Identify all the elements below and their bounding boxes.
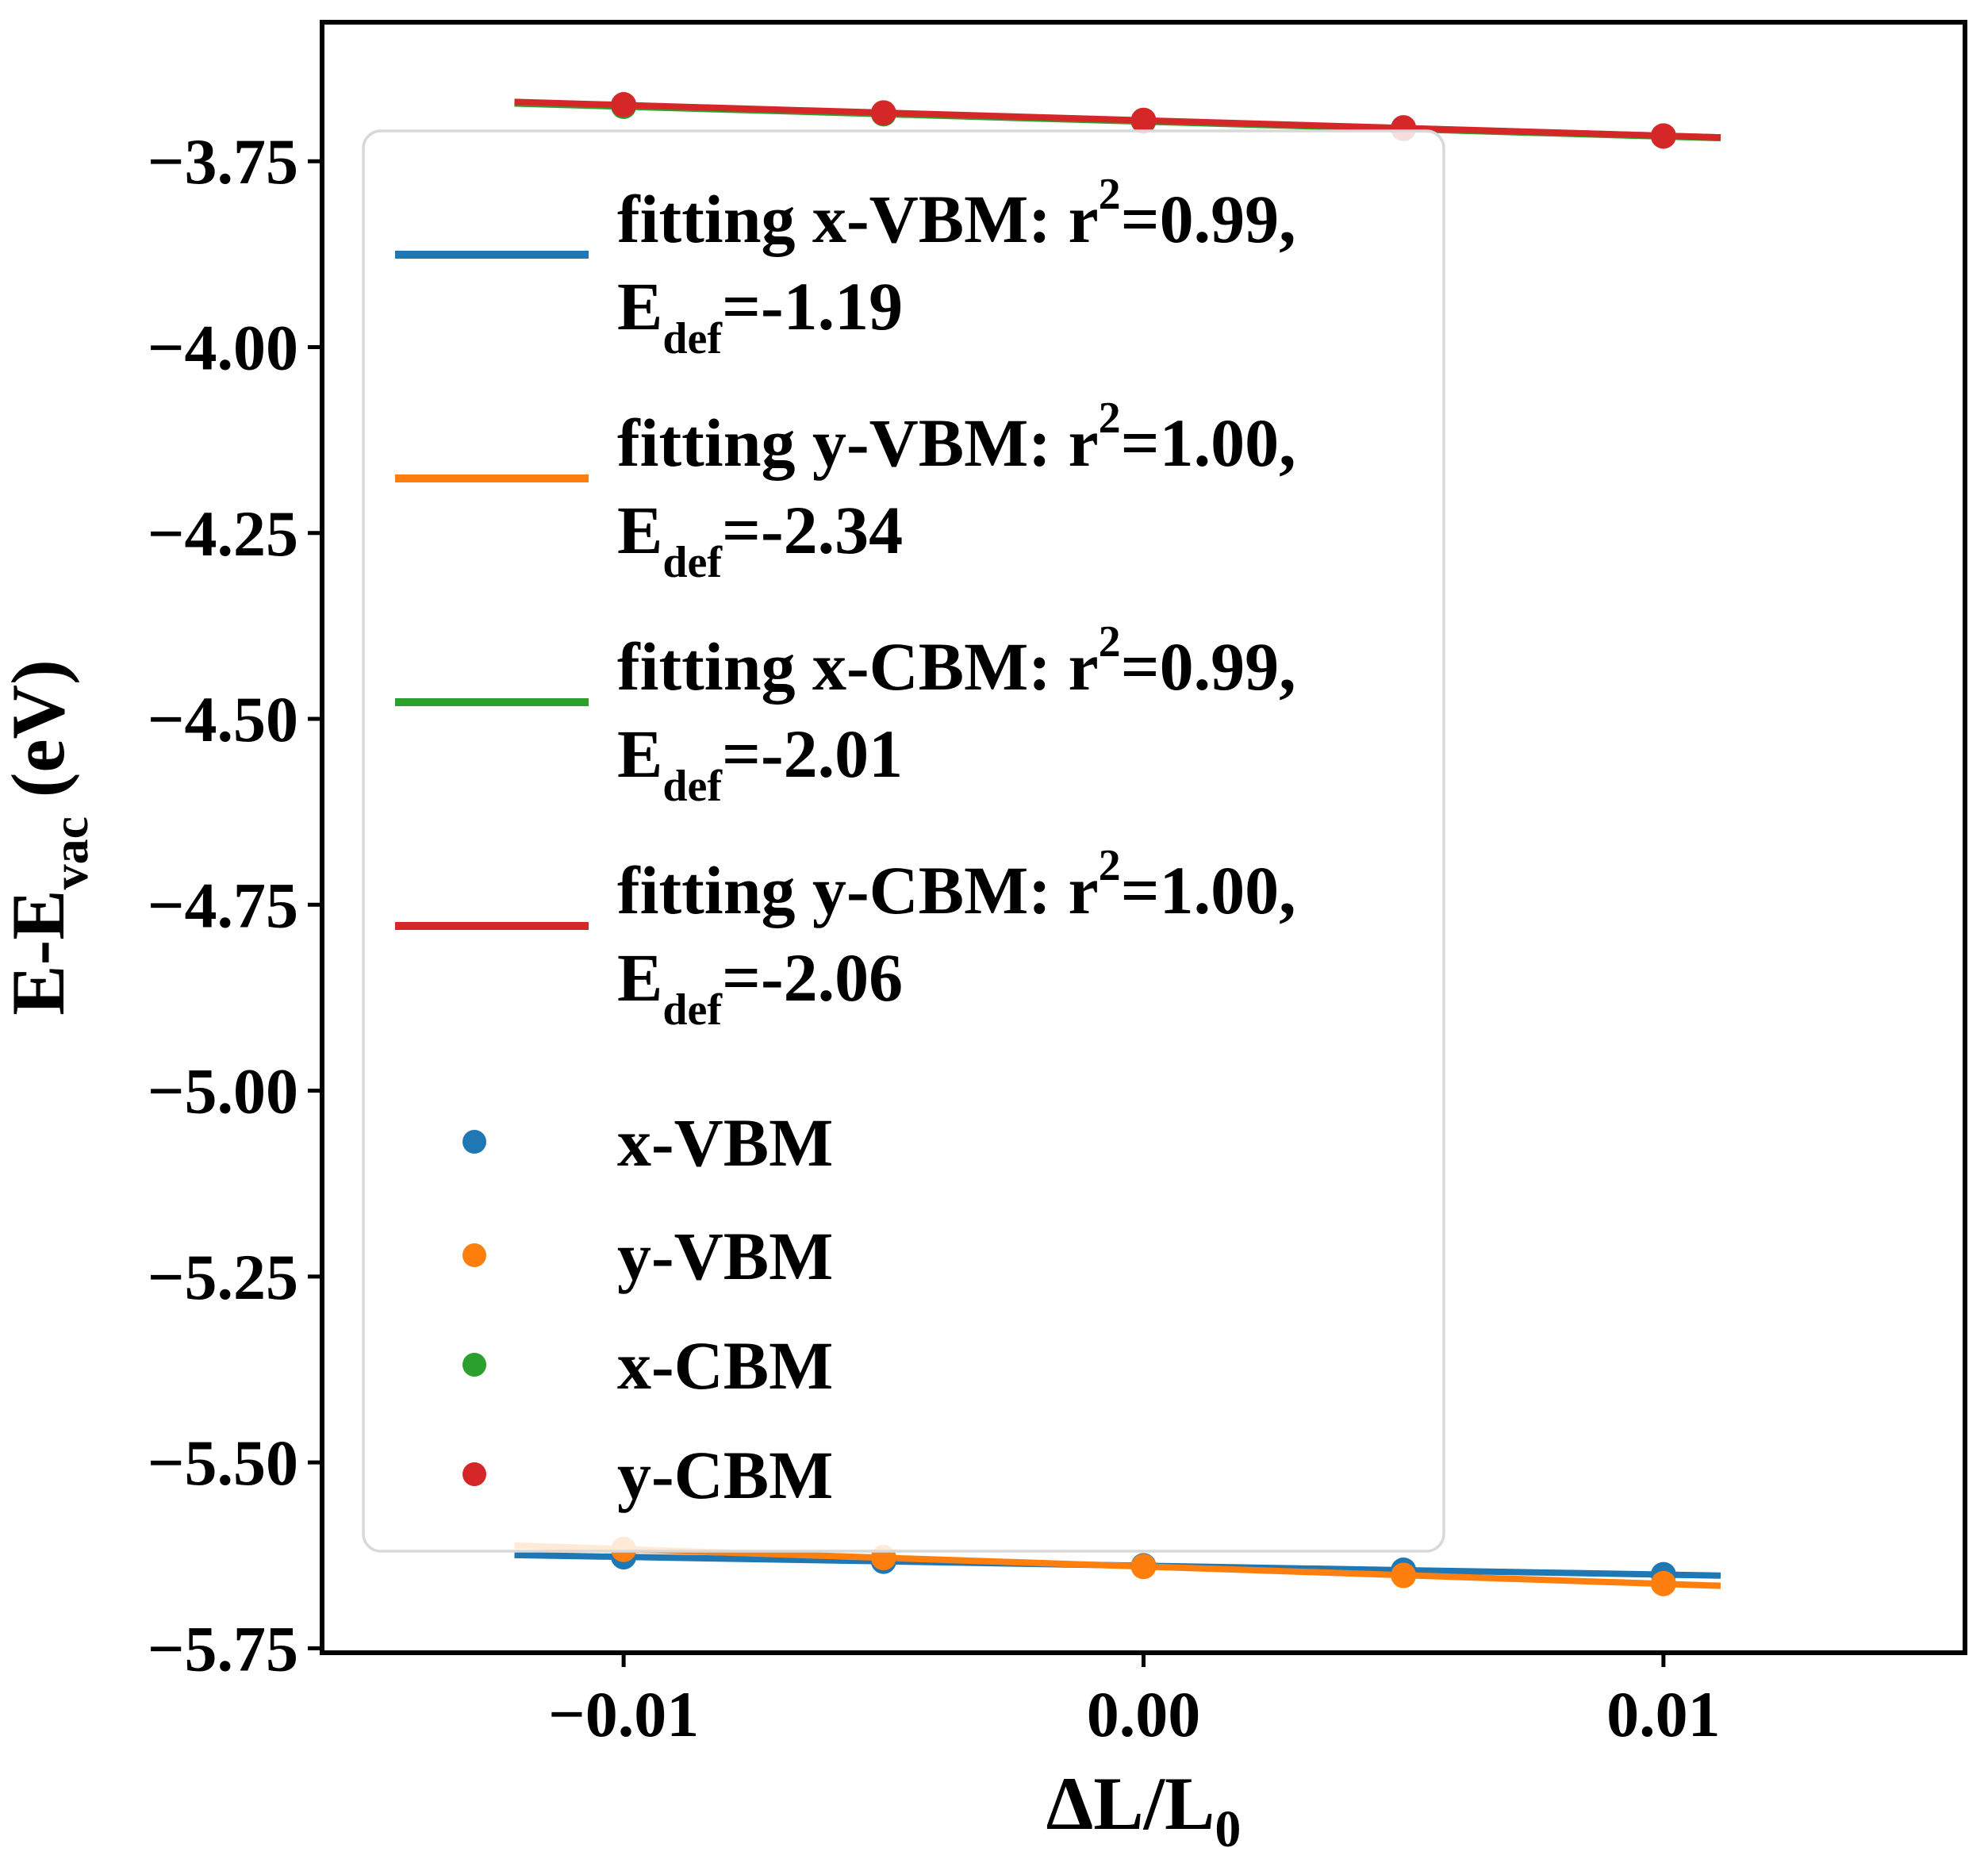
legend-marker-label-y-CBM: y-CBM xyxy=(617,1437,833,1513)
data-point-y-CBM xyxy=(611,92,637,118)
y-tick-label: −5.00 xyxy=(148,1055,298,1127)
legend-entry-marker-x-CBM: x-CBM xyxy=(462,1327,833,1404)
legend-marker-label-x-CBM: x-CBM xyxy=(617,1327,833,1404)
data-point-y-CBM xyxy=(870,100,896,126)
legend-entry-fit-y-VBM: fitting y-VBM: r2=1.00, Edef=-2.34 xyxy=(395,394,1296,587)
x-tick-label: 0.01 xyxy=(1606,1678,1721,1750)
legend: fitting x-VBM: r2=0.99,Edef=-1.19fitting… xyxy=(362,129,1445,1553)
legend-label-line1-x-CBM: fitting x-CBM: r2=0.99, xyxy=(617,617,1296,705)
legend-label-line1-x-VBM: fitting x-VBM: r2=0.99, xyxy=(617,170,1296,257)
data-point-y-CBM xyxy=(1130,107,1157,133)
y-tick-label: −4.25 xyxy=(148,497,298,570)
data-point-y-VBM xyxy=(1130,1554,1157,1580)
fit-line-y-CBM xyxy=(514,98,1721,141)
legend-label-line2-y-VBM: Edef=-2.34 xyxy=(617,492,903,587)
legend-entry-fit-y-CBM: fitting y-CBM: r2=1.00, Edef=-2.06 xyxy=(395,841,1296,1035)
legend-entry-fit-x-CBM: fitting x-CBM: r2=0.99, Edef=-2.01 xyxy=(395,617,1296,811)
data-point-y-CBM xyxy=(1650,123,1676,149)
y-tick-label: −5.75 xyxy=(148,1612,298,1684)
legend-marker-label-x-VBM: x-VBM xyxy=(617,1104,833,1181)
legend-label-line2-y-CBM: Edef=-2.06 xyxy=(617,939,903,1035)
y-tick-label: −4.50 xyxy=(148,683,298,755)
legend-marker-dot-y-CBM xyxy=(462,1462,486,1486)
y-tick-label: −5.25 xyxy=(148,1241,298,1313)
legend-label-line2-x-VBM: Edef=-1.19 xyxy=(617,268,903,363)
legend-marker-label-y-VBM: y-VBM xyxy=(617,1218,833,1294)
y-axis-label: E-Evac (eV) xyxy=(0,659,98,1016)
y-tick-label: −4.00 xyxy=(148,312,298,384)
y-tick-label: −3.75 xyxy=(148,125,298,198)
legend-entry-marker-x-VBM: x-VBM xyxy=(462,1104,833,1181)
x-axis-label: ΔL/L0 xyxy=(1046,1761,1242,1858)
data-point-y-VBM xyxy=(1650,1570,1676,1596)
legend-frame xyxy=(362,129,1445,1553)
x-tick-label: 0.00 xyxy=(1087,1678,1201,1750)
legend-label-line2-x-CBM: Edef=-2.01 xyxy=(617,716,903,811)
legend-entry-marker-y-VBM: y-VBM xyxy=(462,1218,833,1294)
legend-entry-marker-y-CBM: y-CBM xyxy=(462,1437,833,1513)
y-tick-label: −4.75 xyxy=(148,869,298,941)
y-tick-label: −5.50 xyxy=(148,1427,298,1499)
legend-marker-dot-x-CBM xyxy=(462,1353,486,1377)
legend-label-line1-y-CBM: fitting y-CBM: r2=1.00, xyxy=(617,841,1296,928)
legend-marker-dot-x-VBM xyxy=(462,1130,486,1154)
legend-entry-fit-x-VBM: fitting x-VBM: r2=0.99, Edef=-1.19 xyxy=(395,170,1296,363)
x-tick-label: −0.01 xyxy=(548,1678,699,1750)
data-point-y-VBM xyxy=(1391,1562,1417,1588)
legend-label-line1-y-VBM: fitting y-VBM: r2=1.00, xyxy=(617,394,1296,481)
legend-marker-dot-y-VBM xyxy=(462,1243,486,1267)
